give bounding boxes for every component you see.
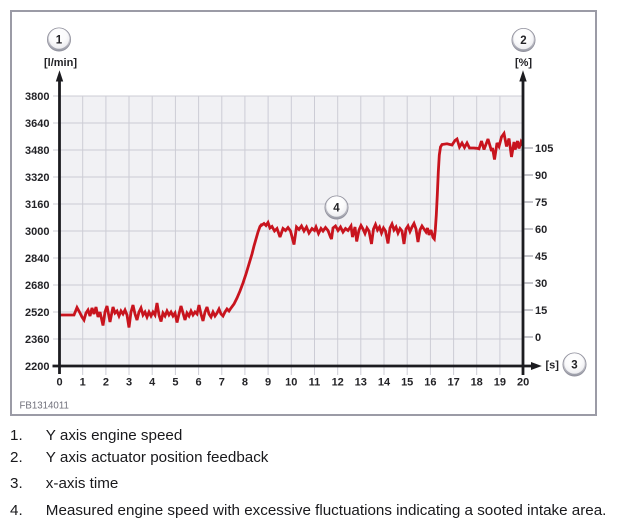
svg-text:45: 45 [535, 251, 547, 263]
svg-text:Y axis engine speed: Y axis engine speed [46, 427, 183, 444]
svg-text:3480: 3480 [25, 145, 49, 157]
svg-text:0: 0 [56, 377, 62, 389]
svg-text:1: 1 [80, 377, 86, 389]
svg-text:x-axis time: x-axis time [46, 475, 119, 492]
svg-text:17: 17 [447, 377, 459, 389]
svg-text:4: 4 [333, 203, 340, 215]
svg-text:2200: 2200 [25, 361, 49, 373]
svg-text:2680: 2680 [25, 280, 49, 292]
svg-text:15: 15 [401, 377, 413, 389]
svg-text:14: 14 [378, 377, 391, 389]
svg-text:Measured engine speed with exc: Measured engine speed with excessive flu… [46, 502, 607, 519]
svg-text:3640: 3640 [25, 118, 49, 130]
svg-text:5: 5 [172, 377, 178, 389]
svg-text:15: 15 [535, 305, 547, 317]
svg-text:60: 60 [535, 224, 547, 236]
svg-text:2360: 2360 [25, 334, 49, 346]
svg-text:6: 6 [196, 377, 202, 389]
svg-text:1: 1 [56, 35, 63, 47]
svg-text:3320: 3320 [25, 172, 49, 184]
svg-text:4.: 4. [10, 502, 23, 519]
svg-text:3000: 3000 [25, 226, 49, 238]
svg-text:75: 75 [535, 197, 547, 209]
svg-text:20: 20 [517, 377, 529, 389]
svg-text:[s]: [s] [546, 360, 560, 372]
svg-text:3: 3 [571, 360, 577, 372]
svg-text:13: 13 [355, 377, 367, 389]
svg-text:9: 9 [265, 377, 271, 389]
svg-text:18: 18 [471, 377, 483, 389]
svg-text:3160: 3160 [25, 199, 49, 211]
svg-text:1.: 1. [10, 427, 23, 444]
svg-text:Y axis actuator position feedb: Y axis actuator position feedback [46, 449, 269, 466]
svg-text:12: 12 [332, 377, 344, 389]
svg-text:11: 11 [309, 377, 321, 389]
svg-text:3.: 3. [10, 475, 23, 492]
svg-text:0: 0 [535, 332, 541, 344]
svg-text:2: 2 [103, 377, 109, 389]
svg-text:2840: 2840 [25, 253, 49, 265]
svg-text:2.: 2. [10, 449, 23, 466]
svg-text:3800: 3800 [25, 91, 49, 103]
svg-text:19: 19 [494, 377, 506, 389]
svg-text:8: 8 [242, 377, 248, 389]
svg-text:2520: 2520 [25, 307, 49, 319]
svg-text:3: 3 [126, 377, 132, 389]
svg-text:2: 2 [520, 35, 526, 47]
svg-text:105: 105 [535, 143, 553, 155]
svg-text:30: 30 [535, 278, 547, 290]
svg-text:16: 16 [424, 377, 436, 389]
svg-text:7: 7 [219, 377, 225, 389]
svg-text:FB1314011: FB1314011 [20, 400, 69, 411]
svg-text:10: 10 [285, 377, 297, 389]
svg-text:90: 90 [535, 170, 547, 182]
svg-text:[%]: [%] [515, 57, 532, 69]
svg-text:4: 4 [149, 377, 156, 389]
svg-text:[l/min]: [l/min] [44, 57, 77, 69]
